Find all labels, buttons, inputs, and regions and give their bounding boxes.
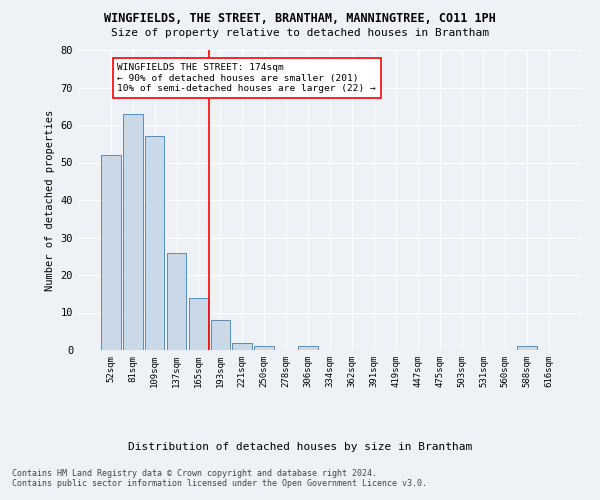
Text: Contains public sector information licensed under the Open Government Licence v3: Contains public sector information licen… [12,478,427,488]
Bar [232,342,252,350]
Bar [167,252,187,350]
Bar [254,346,274,350]
Bar [517,346,537,350]
Bar [211,320,230,350]
Bar [145,136,164,350]
Bar [123,114,143,350]
Y-axis label: Number of detached properties: Number of detached properties [45,110,55,290]
Bar [188,298,208,350]
Text: Distribution of detached houses by size in Brantham: Distribution of detached houses by size … [128,442,472,452]
Bar [101,155,121,350]
Text: WINGFIELDS, THE STREET, BRANTHAM, MANNINGTREE, CO11 1PH: WINGFIELDS, THE STREET, BRANTHAM, MANNIN… [104,12,496,26]
Text: Contains HM Land Registry data © Crown copyright and database right 2024.: Contains HM Land Registry data © Crown c… [12,468,377,477]
Bar [298,346,318,350]
Text: WINGFIELDS THE STREET: 174sqm
← 90% of detached houses are smaller (201)
10% of : WINGFIELDS THE STREET: 174sqm ← 90% of d… [118,63,376,93]
Text: Size of property relative to detached houses in Brantham: Size of property relative to detached ho… [111,28,489,38]
